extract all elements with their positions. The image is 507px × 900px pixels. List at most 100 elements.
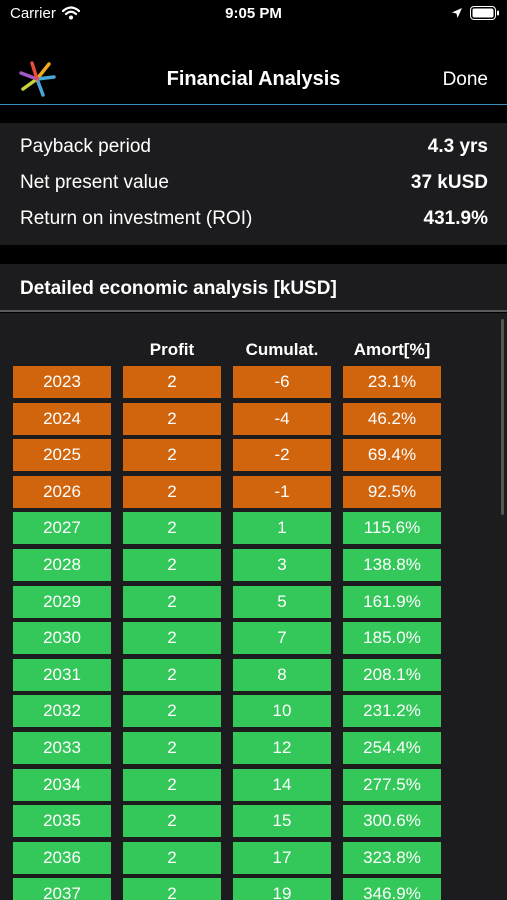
year-cell: 2032 (13, 695, 111, 728)
profit-cell: 2 (123, 549, 221, 581)
profit-cell: 2 (123, 878, 221, 900)
table-row: 2023 2 -6 23.1% (0, 366, 507, 398)
summary-row-roi: Return on investment (ROI) 431.9% (20, 208, 488, 232)
summary-row-npv: Net present value 37 kUSD (20, 172, 488, 196)
carrier-label: Carrier (10, 5, 56, 22)
summary-label: Net present value (20, 172, 169, 193)
amort-cell: 23.1% (343, 366, 441, 398)
cumulative-cell: 5 (233, 585, 331, 618)
summary-value: 37 kUSD (410, 172, 488, 193)
done-button[interactable]: Done (442, 69, 488, 90)
table-row: 2025 2 -2 69.4% (0, 439, 507, 472)
year-cell: 2025 (13, 439, 111, 472)
column-header-amort: Amort[%] (353, 340, 431, 359)
profit-cell: 2 (123, 475, 221, 508)
cumulative-cell: 17 (233, 841, 331, 874)
summary-label: Payback period (20, 136, 151, 157)
table-row: 2031 2 8 208.1% (0, 658, 507, 691)
cumulative-cell: -4 (233, 402, 331, 435)
table-row: 2027 2 1 115.6% (0, 512, 507, 545)
status-bar: Carrier 9:05 PM (0, 0, 507, 30)
year-cell: 2023 (13, 366, 111, 398)
year-cell: 2026 (13, 475, 111, 508)
year-cell: 2029 (13, 585, 111, 618)
detail-section-header: Detailed economic analysis [kUSD] (0, 264, 507, 312)
amort-cell: 346.9% (343, 878, 441, 900)
profit-cell: 2 (123, 732, 221, 764)
table-row: 2024 2 -4 46.2% (0, 402, 507, 435)
amort-cell: 254.4% (343, 732, 441, 764)
amort-cell: 300.6% (343, 805, 441, 838)
app-logo-icon (19, 61, 56, 97)
profit-cell: 2 (123, 366, 221, 398)
profit-cell: 2 (123, 585, 221, 618)
year-cell: 2033 (13, 732, 111, 764)
cumulative-cell: 10 (233, 695, 331, 728)
summary-value: 431.9% (423, 208, 488, 229)
cumulative-cell: 7 (233, 622, 331, 655)
amort-cell: 277.5% (343, 768, 441, 801)
profit-cell: 2 (123, 439, 221, 472)
amort-cell: 69.4% (343, 439, 441, 472)
table-row: 2034 2 14 277.5% (0, 768, 507, 801)
location-icon (452, 8, 462, 18)
column-header-cumulative: Cumulat. (245, 340, 319, 359)
wifi-icon (62, 6, 80, 20)
profit-cell: 2 (123, 805, 221, 838)
year-cell: 2028 (13, 549, 111, 581)
cumulative-cell: 19 (233, 878, 331, 900)
year-cell: 2035 (13, 805, 111, 838)
year-cell: 2024 (13, 402, 111, 435)
cumulative-cell: -1 (233, 475, 331, 508)
table-row: 2029 2 5 161.9% (0, 585, 507, 618)
table-row: 2035 2 15 300.6% (0, 805, 507, 838)
table-row: 2028 2 3 138.8% (0, 549, 507, 581)
year-cell: 2037 (13, 878, 111, 900)
profit-cell: 2 (123, 841, 221, 874)
amort-cell: 138.8% (343, 549, 441, 581)
amort-cell: 115.6% (343, 512, 441, 545)
battery-icon (470, 6, 499, 20)
profit-cell: 2 (123, 402, 221, 435)
table-row: 2033 2 12 254.4% (0, 732, 507, 764)
table-row: 2026 2 -1 92.5% (0, 475, 507, 508)
cumulative-cell: 1 (233, 512, 331, 545)
amort-cell: 161.9% (343, 585, 441, 618)
navigation-bar: Financial Analysis Done (0, 30, 507, 105)
status-time: 9:05 PM (225, 5, 282, 22)
table-row: 2032 2 10 231.2% (0, 695, 507, 728)
summary-label: Return on investment (ROI) (20, 208, 253, 229)
cumulative-cell: 14 (233, 768, 331, 801)
table-row: 2036 2 17 323.8% (0, 841, 507, 874)
profit-cell: 2 (123, 622, 221, 655)
year-cell: 2027 (13, 512, 111, 545)
amort-cell: 92.5% (343, 475, 441, 508)
cumulative-cell: -6 (233, 366, 331, 398)
cumulative-cell: 12 (233, 732, 331, 764)
table-row: 2030 2 7 185.0% (0, 622, 507, 655)
year-cell: 2036 (13, 841, 111, 874)
analysis-table[interactable]: Profit Cumulat. Amort[%] 2023 2 -6 23.1% 202… (0, 313, 507, 900)
summary-panel: Payback period 4.3 yrs Net present value… (0, 123, 507, 245)
profit-cell: 2 (123, 768, 221, 801)
cumulative-cell: -2 (233, 439, 331, 472)
page-title: Financial Analysis (166, 68, 341, 90)
profit-cell: 2 (123, 658, 221, 691)
summary-value: 4.3 yrs (427, 136, 488, 157)
detail-title: Detailed economic analysis [kUSD] (20, 278, 337, 299)
year-cell: 2030 (13, 622, 111, 655)
table-row: 2037 2 19 346.9% (0, 878, 507, 900)
amort-cell: 208.1% (343, 658, 441, 691)
cumulative-cell: 8 (233, 658, 331, 691)
cumulative-cell: 3 (233, 549, 331, 581)
amort-cell: 323.8% (343, 841, 441, 874)
cumulative-cell: 15 (233, 805, 331, 838)
year-cell: 2034 (13, 768, 111, 801)
amort-cell: 185.0% (343, 622, 441, 655)
scroll-indicator[interactable] (501, 319, 504, 515)
profit-cell: 2 (123, 695, 221, 728)
profit-cell: 2 (123, 512, 221, 545)
year-cell: 2031 (13, 658, 111, 691)
summary-row-payback: Payback period 4.3 yrs (20, 136, 488, 160)
amort-cell: 231.2% (343, 695, 441, 728)
